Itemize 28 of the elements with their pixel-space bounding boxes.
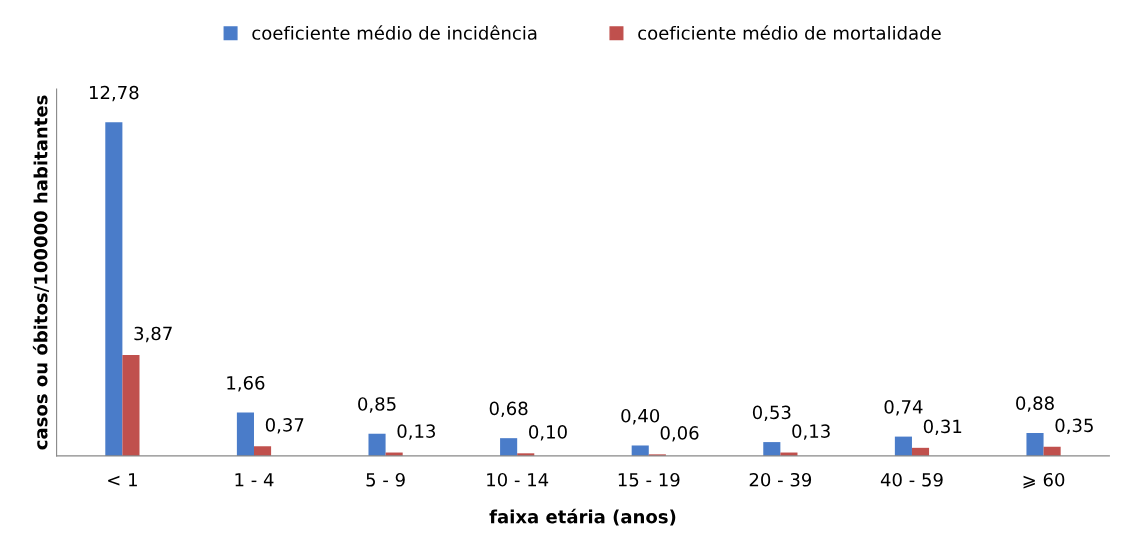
x-tick-label: 5 - 9 [366, 472, 405, 487]
data-label: 0,85 [358, 397, 396, 413]
data-label: 0,13 [792, 424, 830, 440]
data-label: 0,06 [660, 426, 699, 442]
data-label: 1,66 [227, 375, 265, 392]
legend-label: coeficiente médio de mortalidade [638, 25, 941, 40]
data-label: 12,78 [89, 85, 139, 102]
x-axis-title: faixa etária (anos) [489, 508, 676, 526]
data-label: 3,87 [134, 326, 172, 343]
data-label: 0,53 [752, 405, 791, 421]
x-tick-label: 15 - 19 [618, 472, 680, 487]
x-tick-label: 40 - 59 [880, 472, 943, 487]
data-label: 0,74 [884, 400, 923, 416]
x-tick-label: 1 - 4 [235, 473, 274, 487]
y-axis-title: casos ou óbitos/100000 habitantes [32, 95, 49, 450]
x-tick-label: 10 - 14 [487, 472, 549, 487]
data-label: 0,37 [265, 418, 304, 434]
x-tick-label: 20 - 39 [749, 472, 812, 487]
data-label: 0,13 [397, 424, 436, 440]
data-label: 0,68 [489, 401, 528, 418]
data-label: 0,40 [621, 408, 660, 425]
legend-label: coeficiente médio de incidência [252, 25, 537, 40]
x-tick-label: < 1 [108, 473, 137, 487]
data-label: 0,31 [923, 419, 962, 436]
data-label: 0,35 [1055, 418, 1093, 435]
data-label: 0,88 [1016, 396, 1054, 412]
data-label: 0,10 [529, 425, 567, 441]
x-tick-label: ⩾ 60 [1023, 472, 1065, 489]
